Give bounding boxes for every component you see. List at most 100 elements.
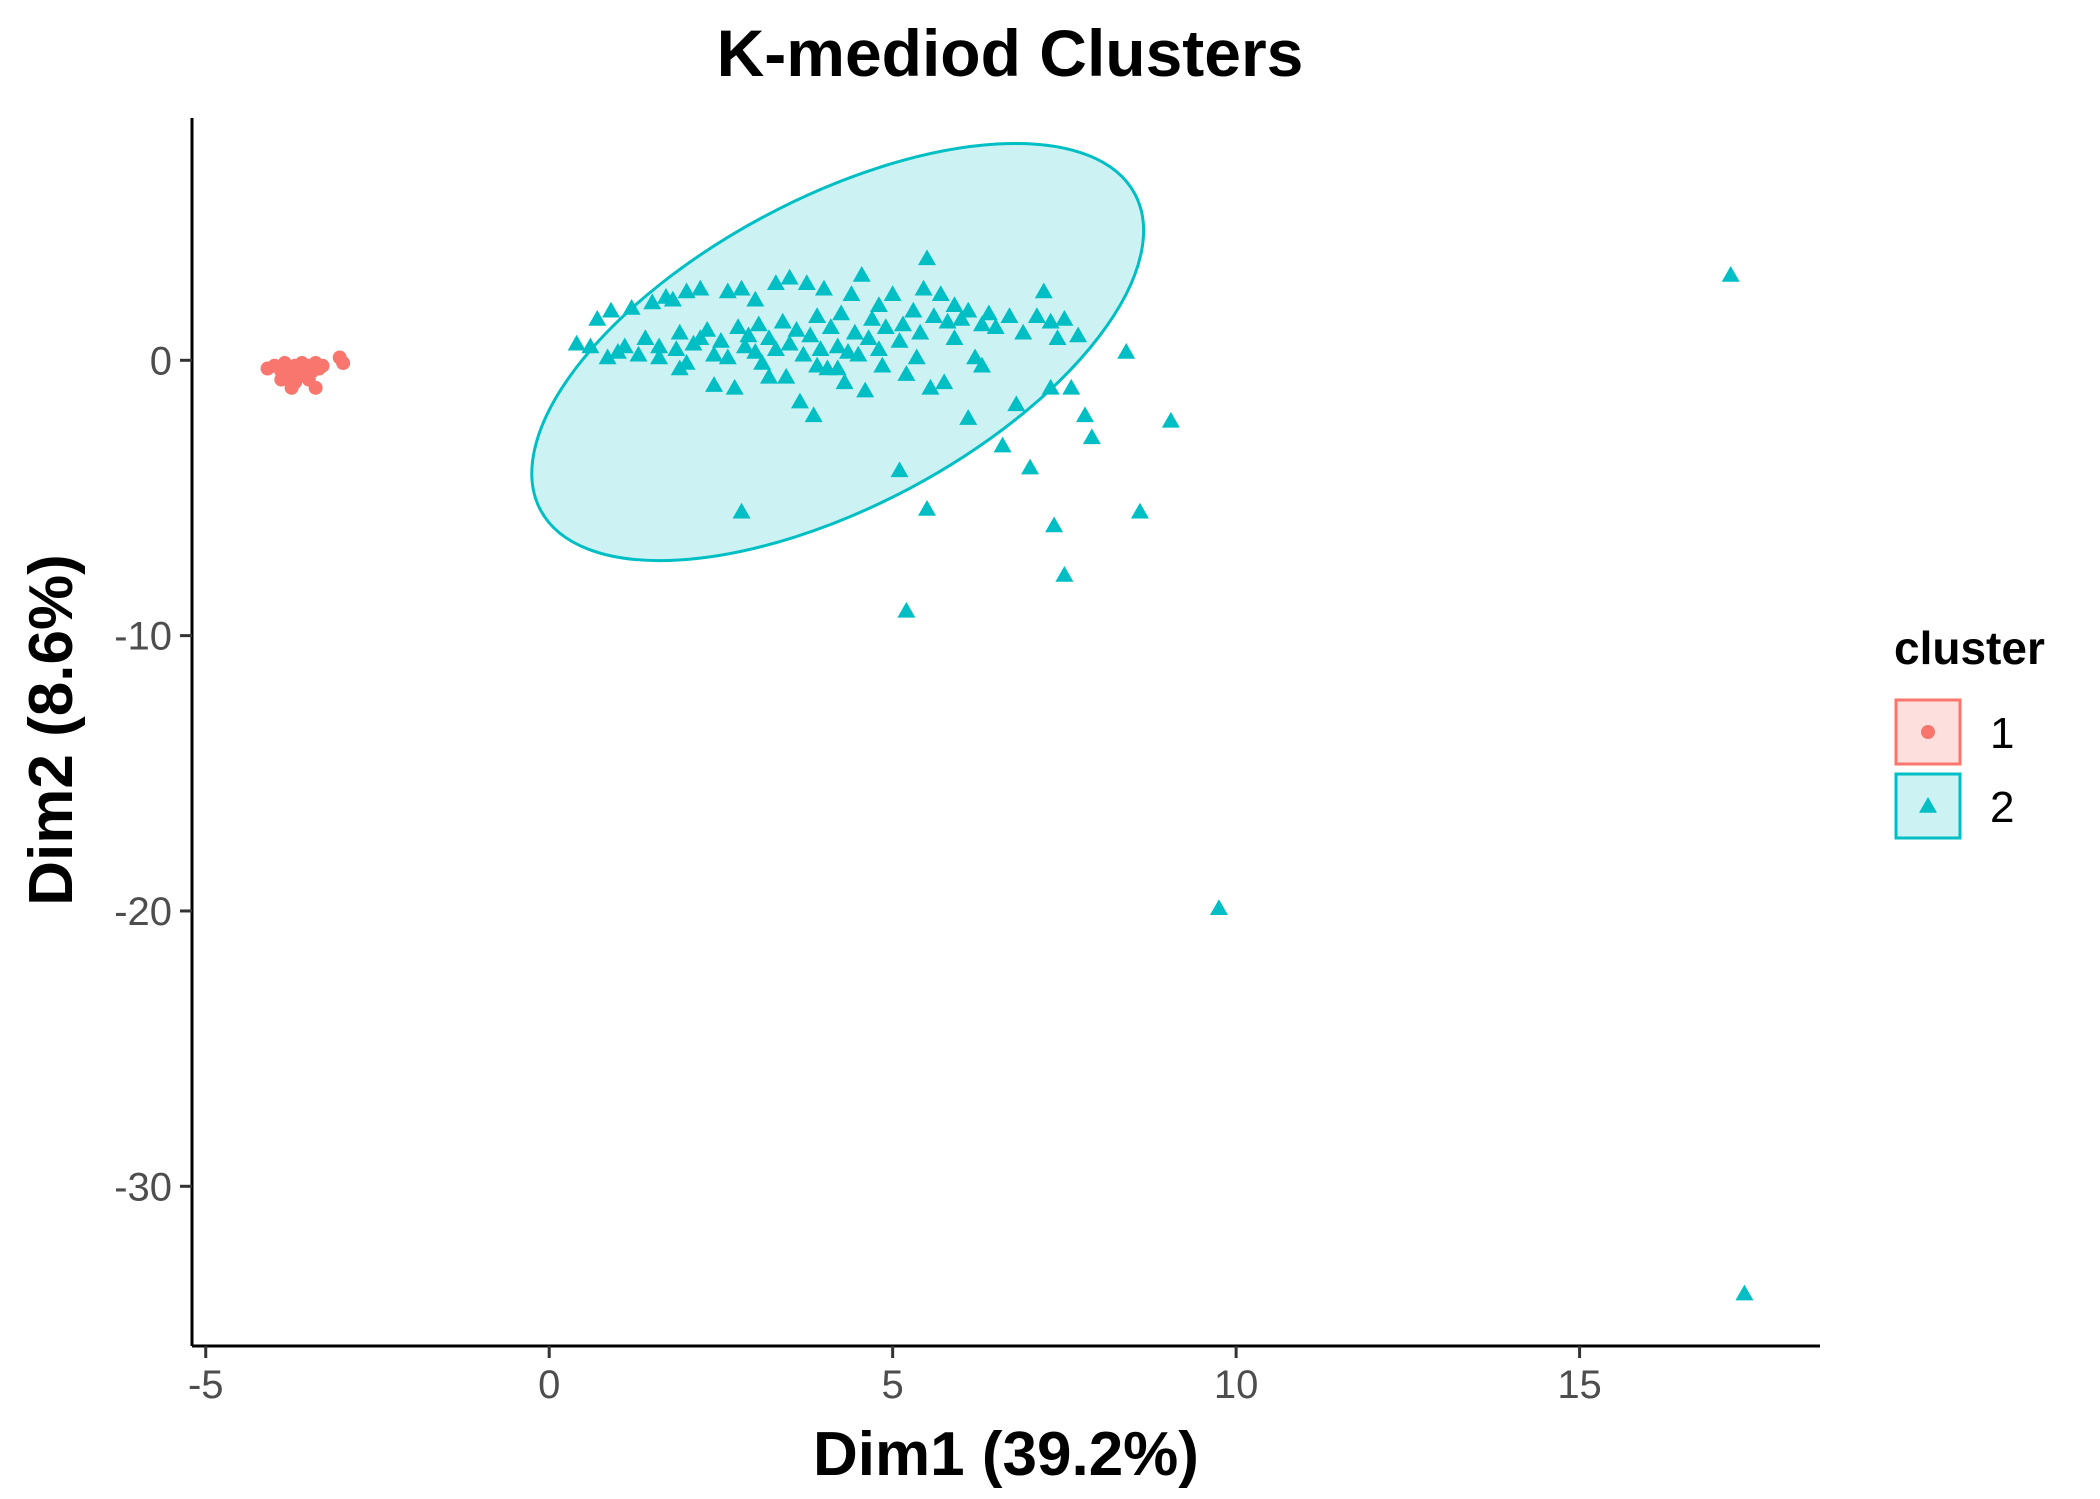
cluster-2-point: [914, 279, 933, 296]
cluster-2-point: [986, 318, 1005, 335]
y-axis-title: Dim2 (8.6%): [17, 554, 86, 905]
cluster-2-point: [705, 376, 724, 392]
cluster-2-point: [581, 337, 600, 354]
cluster-2-point: [931, 285, 950, 301]
cluster-2-point: [945, 296, 964, 312]
y-tick-label: -10: [114, 615, 172, 659]
cluster-1-point: [284, 380, 299, 395]
cluster-2-point: [897, 601, 916, 618]
x-tick-label: 5: [882, 1363, 904, 1407]
legend-title: cluster: [1894, 622, 2045, 674]
cluster-2-point: [883, 285, 902, 301]
cluster-2-point: [1075, 406, 1094, 423]
cluster-2-point: [760, 367, 779, 384]
cluster-2-point: [725, 378, 744, 395]
cluster-2-point: [1000, 307, 1019, 323]
cluster-2-point: [760, 329, 779, 346]
legend-marker-2: [1919, 797, 1937, 813]
cluster-1-point: [281, 369, 296, 384]
cluster-2-point: [1130, 502, 1149, 519]
cluster-2-point: [1021, 458, 1040, 475]
cluster-2-point: [629, 345, 648, 362]
cluster-2-point: [567, 334, 586, 351]
cluster-2-point: [873, 356, 892, 373]
cluster-2-point: [773, 312, 792, 329]
cluster-2-point: [732, 502, 751, 519]
cluster-2-point: [911, 323, 930, 340]
cluster-2-point: [979, 304, 998, 321]
x-tick-label: -5: [188, 1363, 224, 1407]
cluster-2-point: [1048, 329, 1067, 346]
cluster-2-point: [718, 348, 737, 365]
cluster-2-point: [677, 282, 696, 299]
cluster-2-point: [1721, 265, 1740, 282]
cluster-2-point: [1041, 378, 1060, 395]
cluster-2-point: [952, 309, 971, 326]
cluster-2-point: [935, 373, 954, 390]
cluster-2-point: [863, 309, 882, 326]
cluster-2-point: [790, 392, 809, 409]
cluster-2-point: [739, 326, 758, 343]
cluster-2-point: [588, 309, 607, 326]
cluster-2-point: [959, 409, 978, 425]
cluster-2-point: [890, 332, 909, 348]
y-tick-label: -20: [114, 890, 172, 934]
cluster-2-point: [753, 354, 772, 370]
cluster-2-point: [1209, 899, 1228, 915]
y-tick-label: -30: [114, 1165, 172, 1209]
chart-title: K-mediod Clusters: [717, 16, 1304, 90]
cluster-2-point: [670, 323, 689, 340]
cluster-2-point: [897, 365, 916, 381]
cluster-2-point: [938, 312, 957, 329]
legend: cluster 1 2: [1894, 622, 2045, 840]
x-tick-label: 0: [538, 1363, 560, 1407]
cluster-2-point: [711, 332, 730, 348]
cluster-2-point: [1045, 516, 1064, 533]
cluster-2-point: [667, 340, 686, 357]
cluster-2-point: [876, 318, 895, 335]
cluster-2-point: [890, 461, 909, 478]
cluster-2-point: [832, 304, 851, 321]
cluster-2-point: [732, 279, 751, 296]
cluster-2-point: [1062, 378, 1081, 395]
cluster-2-point: [602, 301, 621, 318]
cluster-2-point: [729, 318, 748, 335]
cluster-2-point: [663, 290, 682, 307]
cluster-2-point: [828, 337, 847, 354]
cluster-2-point: [821, 318, 840, 335]
cluster-2-point: [918, 249, 937, 266]
cluster-2-point: [705, 345, 724, 362]
cluster-2-point: [1041, 312, 1060, 329]
cluster-2-point: [924, 307, 943, 323]
cluster-2-point: [845, 323, 864, 340]
cluster-2-point: [1055, 309, 1074, 326]
cluster-2-point: [801, 326, 820, 343]
cluster-2-point: [1034, 282, 1053, 299]
x-axis-ticks: -5 0 5 10 15: [188, 1346, 1602, 1407]
cluster-1-point: [336, 356, 351, 371]
cluster-2-point: [780, 268, 799, 285]
cluster-2-point: [766, 340, 785, 357]
cluster-2-point: [893, 315, 912, 332]
cluster-2-point: [691, 329, 710, 346]
cluster-2-point: [972, 356, 991, 373]
cluster-2-point: [650, 337, 669, 354]
cluster-2-point: [966, 348, 985, 365]
cluster-2-point: [794, 345, 813, 362]
cluster-2-point: [972, 315, 991, 332]
cluster-2-point: [849, 345, 868, 362]
cluster-2-point: [869, 296, 888, 312]
cluster-2-point: [1027, 307, 1046, 323]
cluster-2-point: [808, 356, 827, 373]
cluster-2-point: [780, 334, 799, 351]
cluster-2-point: [804, 406, 823, 423]
cluster-2-point: [797, 274, 816, 290]
cluster-2-point: [842, 285, 861, 301]
legend-label-2: 2: [1990, 783, 2014, 832]
cluster-2-point: [643, 293, 662, 310]
cluster-2-point: [808, 307, 827, 323]
points-layer: [260, 249, 1754, 1301]
cluster-2-point: [828, 359, 847, 376]
x-axis-title: Dim1 (39.2%): [813, 1420, 1199, 1489]
